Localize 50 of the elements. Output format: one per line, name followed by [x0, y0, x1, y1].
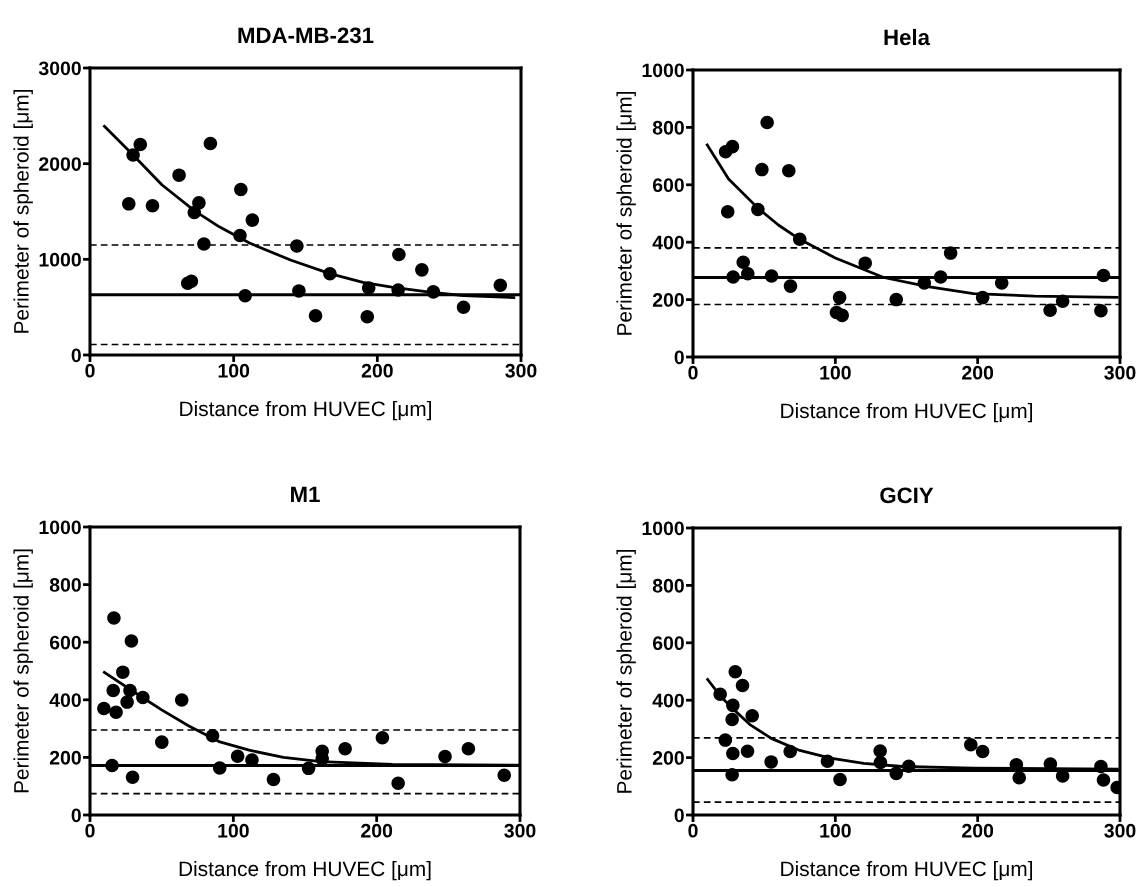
y-tick-label: 1000 [39, 252, 81, 267]
y-axis-title: Perimeter of spheroid [μm] [13, 549, 33, 793]
x-tick-label: 200 [361, 363, 393, 378]
x-tick-label: 100 [820, 823, 851, 838]
y-tick-label: 400 [652, 235, 684, 250]
x-tick-label: 0 [85, 363, 95, 378]
x-tick-label: 0 [85, 823, 95, 838]
y-tick-label: 1000 [642, 521, 684, 536]
x-tick-label: 200 [361, 823, 393, 838]
y-tick-label: 600 [652, 636, 684, 651]
x-tick-label: 300 [505, 363, 537, 378]
y-tick-label: 600 [652, 178, 684, 193]
y-tick-label: 200 [652, 751, 684, 765]
y-tick-label: 400 [49, 693, 81, 708]
y-axis-title: Perimeter of spheroid [μm] [616, 92, 636, 335]
chart-title: M1 [291, 486, 320, 502]
x-tick-label: 200 [962, 823, 994, 838]
y-tick-label: 1000 [642, 63, 684, 78]
y-tick-label: 800 [652, 578, 684, 593]
y-tick-label: 600 [49, 635, 81, 650]
x-tick-label: 0 [688, 365, 698, 380]
y-tick-label: 3000 [38, 61, 81, 76]
y-tick-label: 200 [49, 750, 81, 765]
chart-title: MDA-MB-231 [238, 27, 374, 44]
y-tick-label: 2000 [39, 157, 81, 171]
x-tick-label: 300 [504, 823, 536, 838]
y-tick-label: 0 [71, 808, 81, 823]
y-tick-label: 0 [71, 348, 81, 363]
chart-title: GCIY [880, 487, 934, 504]
x-tick-label: 100 [820, 365, 851, 380]
x-tick-label: 300 [1104, 365, 1136, 380]
y-tick-label: 800 [652, 120, 684, 135]
x-tick-label: 0 [688, 823, 698, 838]
x-axis-title: Distance from HUVEC [μm] [180, 400, 431, 421]
chart-title: Hela [884, 28, 931, 46]
x-tick-label: 100 [218, 823, 249, 838]
x-tick-label: 200 [962, 365, 994, 380]
x-tick-label: 300 [1104, 823, 1136, 838]
y-tick-label: 0 [674, 350, 684, 365]
y-tick-label: 800 [49, 578, 81, 592]
y-tick-label: 1000 [39, 520, 81, 535]
y-tick-label: 400 [652, 693, 684, 708]
y-axis-title: Perimeter of spheroid [μm] [13, 90, 33, 333]
y-tick-label: 0 [674, 808, 684, 823]
x-axis-title: Distance from HUVEC [μm] [781, 402, 1032, 423]
y-axis-title: Perimeter of spheroid [μm] [616, 550, 636, 793]
x-axis-title: Distance from HUVEC [μm] [179, 860, 431, 881]
x-tick-label: 100 [218, 363, 250, 378]
x-axis-title: Distance from HUVEC [μm] [781, 860, 1032, 881]
y-tick-label: 200 [652, 293, 684, 307]
